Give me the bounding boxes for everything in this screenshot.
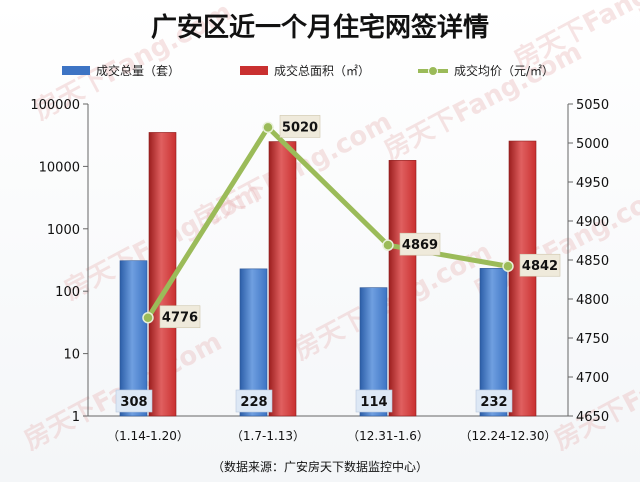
category-labels: （1.14-1.20） （1.7-1.13） （12.31-1.6） （12.24-1… (107, 429, 556, 443)
bar-area-3 (508, 140, 537, 417)
right-tick-label: 4700 (576, 371, 609, 386)
right-tick-label: 4900 (576, 215, 609, 230)
price-point-0 (142, 311, 154, 324)
category-label-1: （1.7-1.13） (231, 429, 305, 443)
left-tick-label: 10 (63, 348, 80, 363)
right-tick-label: 5000 (576, 137, 609, 152)
chart-title: 广安区近一个月住宅网签详情 (151, 12, 489, 43)
bar-area-0 (148, 132, 177, 417)
price-label-0: 4776 (162, 311, 198, 326)
price-label-2: 4869 (402, 238, 438, 253)
bar-area-1 (268, 141, 297, 417)
price-line-series: 4776 5020 4869 4842 (142, 115, 561, 329)
count-label-box-3 (475, 389, 513, 413)
left-tick-label: 100 (55, 285, 80, 300)
left-tick-label: 1000 (47, 223, 80, 238)
legend-item-count: 成交总量（套） (62, 63, 180, 78)
price-label-box-2 (399, 232, 441, 256)
price-label-1: 5020 (282, 120, 318, 135)
right-tick-label: 4650 (576, 410, 609, 425)
bar-series: 308 228 114 232 (115, 132, 537, 417)
data-source: （数据来源：广安房天下数据监控中心） (212, 459, 428, 474)
right-tick-label: 4950 (576, 176, 609, 191)
right-tick-label: 4800 (576, 293, 609, 308)
category-label-3: （12.24-12.30） (459, 429, 556, 443)
price-label-3: 4842 (522, 259, 558, 274)
right-axis: 4650 4700 4750 4800 4850 4900 4950 5000 5050 (567, 98, 609, 425)
price-point-2 (382, 239, 394, 251)
legend-label-count: 成交总量（套） (96, 63, 180, 78)
right-tick-label: 4850 (576, 254, 609, 269)
bar-area-2 (388, 160, 417, 417)
count-label-box-2 (355, 389, 393, 413)
price-label-box-3 (519, 253, 561, 277)
legend-item-area: 成交总面积（㎡） (240, 63, 370, 78)
price-label-box-0 (159, 305, 201, 329)
left-tick-label: 1 (72, 410, 80, 425)
legend-marker-price (428, 66, 438, 76)
price-point-3 (502, 260, 514, 272)
price-point-1 (262, 121, 274, 134)
count-label-box-1 (235, 389, 273, 413)
right-tick-label: 4750 (576, 332, 609, 347)
category-label-0: （1.14-1.20） (107, 429, 189, 443)
legend-label-area: 成交总面积（㎡） (274, 63, 370, 78)
left-tick-label: 10000 (39, 160, 80, 175)
legend-swatch-area (240, 66, 268, 75)
right-tick-label: 5050 (576, 98, 609, 113)
category-label-2: （12.31-1.6） (347, 429, 429, 443)
count-label-1: 228 (240, 395, 267, 410)
legend-swatch-count (62, 66, 90, 75)
count-label-0: 308 (120, 395, 147, 410)
price-label-box-1 (279, 115, 321, 138)
left-tick-label: 100000 (30, 98, 80, 113)
legend: 成交总量（套） 成交总面积（㎡） 成交均价（元/㎡） (62, 63, 554, 78)
legend-item-price: 成交均价（元/㎡） (418, 63, 554, 78)
count-label-2: 114 (360, 395, 387, 410)
count-label-box-0 (115, 389, 153, 413)
price-line (145, 124, 509, 320)
legend-label-price: 成交均价（元/㎡） (454, 63, 554, 78)
count-label-3: 232 (480, 395, 507, 410)
